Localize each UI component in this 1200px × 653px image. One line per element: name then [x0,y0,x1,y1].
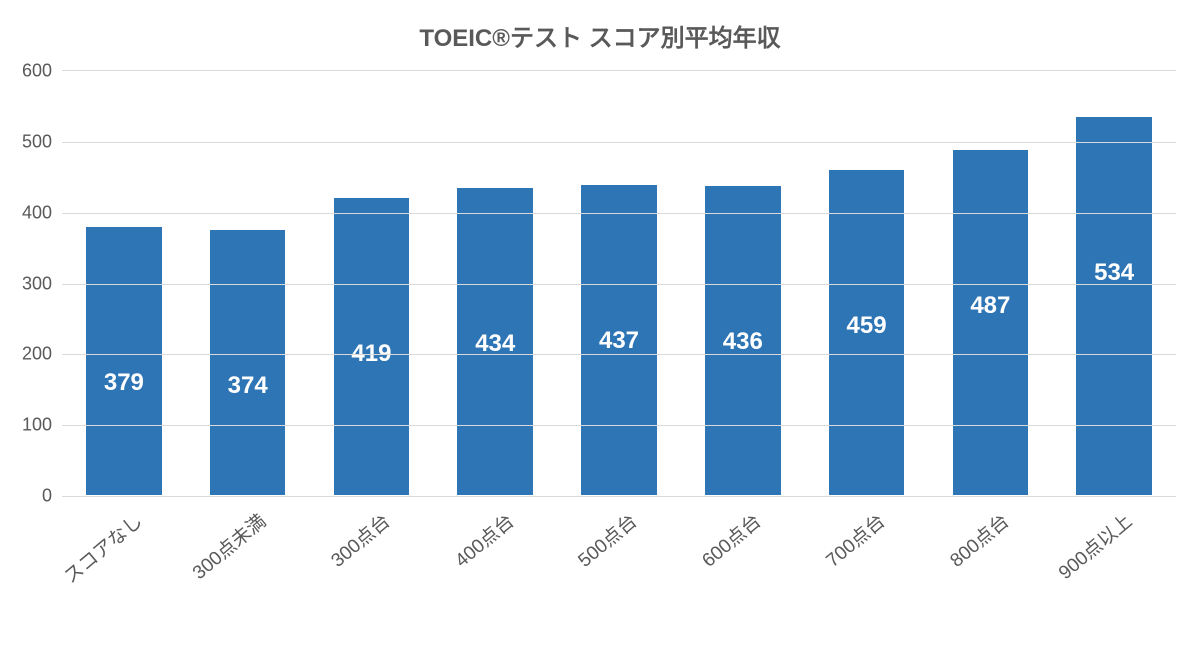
x-tick-label: 300点未満 [186,507,271,585]
bar [210,230,286,495]
x-tick-label: 300点台 [324,507,395,572]
x-tick-label: 600点台 [695,507,766,572]
x-tick-label: 500点台 [572,507,643,572]
x-tick-label: 700点台 [819,507,890,572]
gridline [62,284,1176,285]
x-tick-label: スコアなし [57,507,147,589]
bar-data-label: 374 [186,372,310,400]
x-tick-label: 900点以上 [1052,507,1137,585]
x-tick-label: 400点台 [448,507,519,572]
gridline [62,354,1176,355]
bar-data-label: 459 [805,312,929,340]
bar-data-label: 436 [681,328,805,356]
y-tick-label: 600 [22,61,62,82]
bar [86,227,162,495]
y-tick-label: 300 [22,273,62,294]
gridline [62,213,1176,214]
y-tick-label: 500 [22,131,62,152]
bar-data-label: 379 [62,369,186,397]
y-tick-label: 200 [22,344,62,365]
plot-area: 379スコアなし374300点未満419300点台434400点台437500点… [62,70,1176,495]
bar [953,150,1029,495]
y-tick-label: 0 [42,486,62,507]
chart-title: TOEIC®テスト スコア別平均年収 [0,18,1200,53]
bar-data-label: 487 [928,292,1052,320]
bar [1076,117,1152,495]
x-tick-label: 800点台 [943,507,1014,572]
y-tick-label: 100 [22,415,62,436]
y-tick-label: 400 [22,202,62,223]
bar-data-label: 437 [557,327,681,355]
gridline [62,142,1176,143]
gridline [62,496,1176,497]
chart-container: TOEIC®テスト スコア別平均年収 379スコアなし374300点未満4193… [0,0,1200,653]
gridline [62,425,1176,426]
